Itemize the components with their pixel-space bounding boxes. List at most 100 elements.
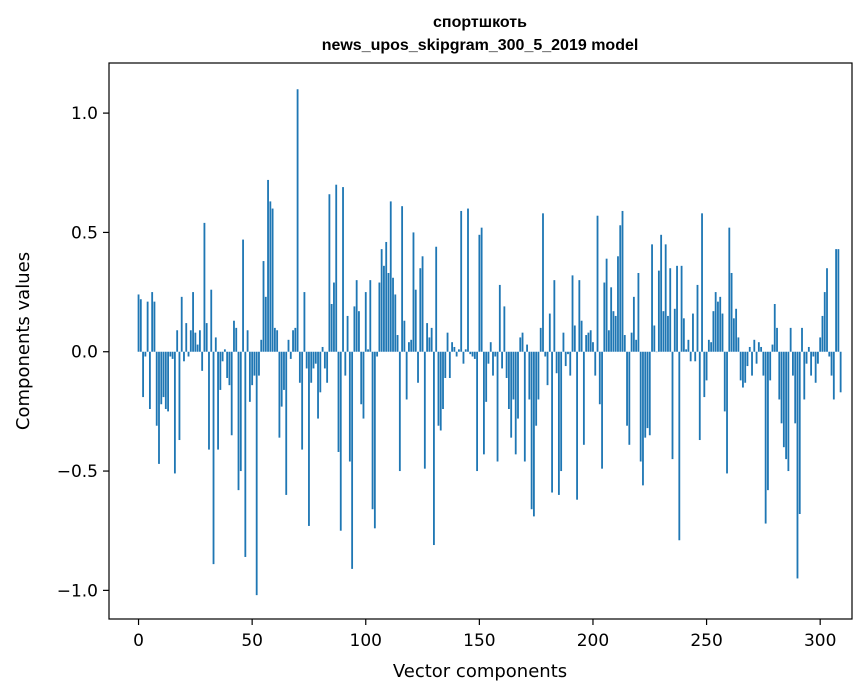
- bar: [835, 249, 838, 352]
- bar: [710, 342, 713, 352]
- bar: [535, 351, 538, 426]
- bar: [707, 339, 710, 352]
- bar: [273, 327, 276, 352]
- bar: [437, 351, 440, 426]
- bar: [276, 330, 279, 352]
- bar: [660, 234, 663, 352]
- bar: [803, 351, 806, 400]
- bar: [467, 208, 469, 352]
- bar: [687, 339, 690, 352]
- bar: [371, 351, 374, 510]
- bar: [414, 289, 417, 352]
- bar: [689, 351, 692, 362]
- bar: [301, 351, 304, 450]
- bar: [253, 351, 256, 376]
- bar: [819, 337, 822, 352]
- bar: [339, 351, 342, 531]
- bar: [542, 213, 544, 352]
- bar: [298, 351, 301, 383]
- bar: [264, 296, 267, 352]
- bar: [628, 351, 631, 445]
- bar: [367, 349, 369, 352]
- bar: [287, 339, 290, 352]
- bar: [392, 277, 394, 352]
- bar: [714, 292, 717, 352]
- bar: [435, 246, 438, 352]
- bar: [782, 351, 785, 448]
- bar: [671, 351, 674, 460]
- bar: [796, 351, 799, 579]
- bar: [203, 222, 206, 352]
- x-tick-label: 150: [463, 631, 495, 651]
- bar: [212, 351, 215, 565]
- y-tick-label: −1.0: [57, 581, 98, 601]
- bar: [442, 351, 444, 410]
- bar: [742, 351, 744, 388]
- bar: [378, 282, 381, 352]
- bar: [698, 351, 701, 441]
- bar: [294, 327, 297, 352]
- bar: [383, 265, 385, 352]
- bar: [337, 351, 340, 452]
- bar: [596, 215, 599, 352]
- y-axis-ticks: −1.0 −0.5 0.0 0.5 1.0: [57, 104, 109, 601]
- bar: [669, 268, 672, 352]
- plot-frame: [108, 62, 853, 620]
- bar: [451, 342, 454, 352]
- bar: [494, 351, 497, 357]
- bar: [817, 351, 819, 364]
- bar: [723, 351, 726, 412]
- bar: [164, 351, 167, 410]
- bar: [732, 318, 735, 352]
- x-tick-label: 0: [133, 631, 144, 651]
- x-axis-ticks: 0 50 100 150 200 250 300: [133, 619, 836, 651]
- bar: [233, 320, 235, 352]
- bar: [807, 346, 810, 352]
- bar: [507, 351, 510, 410]
- bar: [153, 301, 156, 352]
- bar: [326, 351, 329, 383]
- bar: [330, 304, 333, 352]
- bar: [380, 249, 383, 352]
- bar: [146, 301, 149, 352]
- bar: [744, 351, 747, 383]
- bar: [271, 208, 274, 352]
- bar: [173, 351, 176, 474]
- bar: [423, 351, 426, 469]
- bar: [501, 351, 503, 369]
- bar: [694, 351, 697, 362]
- bar: [512, 351, 515, 400]
- bar: [373, 351, 376, 529]
- bar: [598, 351, 601, 405]
- bar: [387, 272, 390, 352]
- bar: [564, 351, 567, 367]
- bar: [462, 351, 465, 364]
- bar: [239, 351, 242, 472]
- bar: [635, 339, 638, 352]
- bar: [623, 335, 626, 352]
- x-tick-label: 50: [241, 631, 263, 651]
- bar: [489, 342, 492, 352]
- x-tick-label: 200: [577, 631, 609, 651]
- bar: [792, 351, 794, 376]
- bar: [551, 351, 553, 493]
- bar: [814, 351, 817, 383]
- bar: [607, 330, 610, 352]
- bar: [201, 351, 204, 371]
- bar: [403, 320, 406, 352]
- bar: [219, 351, 222, 390]
- bar: [439, 351, 442, 431]
- bar: [355, 280, 358, 352]
- y-tick-label: 0.5: [71, 223, 98, 243]
- bar-series: [137, 89, 842, 596]
- x-tick-label: 250: [690, 631, 722, 651]
- bar: [478, 234, 481, 352]
- bar: [205, 323, 208, 352]
- bar: [187, 351, 190, 357]
- bar: [664, 244, 667, 352]
- bar: [314, 351, 317, 364]
- bar: [198, 330, 201, 352]
- bar: [521, 332, 524, 352]
- bar: [394, 294, 397, 352]
- bar: [676, 265, 678, 352]
